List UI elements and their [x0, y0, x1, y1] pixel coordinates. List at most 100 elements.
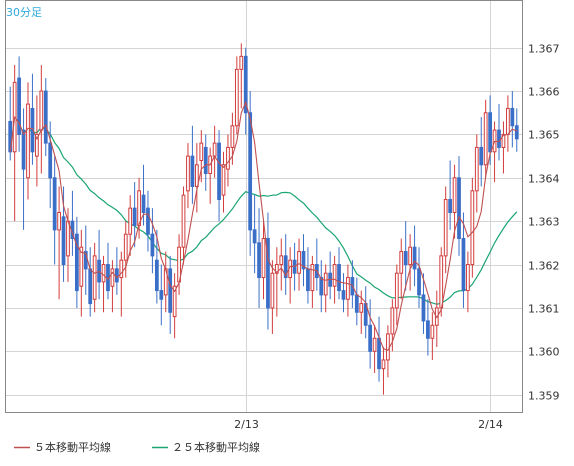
candle-down	[426, 320, 430, 339]
candle-up	[452, 177, 457, 214]
candle-up	[57, 212, 61, 231]
candle-up	[386, 333, 390, 361]
candle-down	[61, 216, 66, 266]
ma25-layer	[9, 115, 518, 305]
candle-up	[408, 246, 413, 266]
candle-down	[403, 251, 408, 266]
ma5-layer	[9, 100, 518, 352]
candle-up	[186, 155, 190, 192]
candle-up	[26, 103, 30, 179]
candle-down	[17, 77, 21, 135]
candle-up	[372, 337, 377, 352]
candle-up	[261, 238, 266, 279]
x-tick-label: 2/13	[234, 418, 259, 431]
candle-up	[212, 142, 217, 157]
candle-up	[194, 164, 199, 187]
candle-down	[412, 246, 417, 270]
candle-down	[154, 259, 159, 292]
candle-up	[470, 190, 475, 266]
ma25-line	[9, 115, 518, 305]
candle-down	[417, 268, 421, 296]
candle-up	[234, 68, 239, 127]
candle-up	[230, 125, 235, 148]
candle-down	[319, 277, 324, 296]
candle-up	[310, 264, 315, 292]
candle-up	[279, 255, 284, 266]
y-tick-label: 1.360	[528, 346, 560, 359]
candle-down	[301, 251, 306, 270]
candle-up	[110, 268, 115, 287]
candle-down	[448, 198, 453, 214]
candle-down	[203, 146, 208, 174]
candle-up	[172, 285, 177, 318]
candle-down	[514, 125, 519, 140]
y-tick-label: 1.366	[528, 86, 560, 99]
ma5-line	[9, 100, 518, 352]
candle-up	[390, 307, 395, 335]
candle-up	[501, 133, 506, 148]
candle-up	[239, 55, 244, 70]
candle-down	[306, 268, 310, 292]
candle-down	[488, 112, 492, 153]
candle-down	[159, 290, 164, 300]
legend-label: ５本移動平均線	[34, 440, 111, 454]
y-tick-label: 1.363	[528, 216, 560, 229]
candle-up	[439, 255, 444, 309]
candle-down	[337, 264, 341, 292]
candle-up	[123, 233, 128, 261]
candle-up	[297, 251, 301, 274]
legend: ５本移動平均線 ２５本移動平均線	[14, 440, 260, 454]
candle-down	[457, 177, 461, 240]
candle-down	[52, 177, 57, 231]
candle-down	[48, 142, 53, 179]
plot-frame	[5, 0, 523, 413]
candle-up	[359, 303, 364, 313]
candle-down	[283, 255, 288, 279]
candle-up	[270, 272, 275, 309]
candle-down	[146, 207, 150, 235]
candle-up	[443, 198, 448, 257]
candle-up	[506, 107, 510, 135]
candle-up	[466, 264, 470, 292]
candle-layer	[8, 43, 519, 395]
candle-down	[132, 207, 137, 227]
y-tick-label: 1.361	[528, 303, 560, 316]
y-tick-label: 1.365	[528, 129, 560, 142]
axis-layer: 1.359 1.360 1.361 1.362 1.363 1.364 1.365 1.366…	[5, 0, 560, 431]
candle-up	[399, 251, 404, 274]
candle-up	[381, 359, 386, 370]
candle-down	[21, 129, 26, 170]
candle-down	[141, 194, 146, 214]
candle-up	[483, 112, 488, 166]
candle-down	[257, 242, 261, 279]
candle-up	[332, 264, 337, 287]
candle-down	[88, 268, 93, 305]
candle-down	[461, 238, 466, 292]
candle-down	[497, 129, 501, 148]
candle-up	[101, 264, 106, 283]
y-tick-label: 1.364	[528, 173, 560, 186]
candle-up	[66, 220, 70, 257]
candle-down	[354, 294, 359, 313]
candle-down	[114, 268, 119, 283]
candle-down	[30, 107, 35, 153]
candle-up	[119, 259, 124, 279]
candle-up	[323, 272, 328, 296]
candle-up	[39, 90, 44, 131]
candle-up	[199, 142, 204, 161]
candle-up	[92, 255, 97, 300]
candle-up	[35, 133, 39, 157]
candle-down	[150, 233, 155, 257]
candle-down	[243, 55, 248, 114]
candle-up	[274, 264, 279, 274]
candle-up	[474, 146, 479, 192]
candle-down	[43, 90, 48, 144]
x-tick-label: 2/14	[478, 418, 503, 431]
candle-down	[510, 107, 515, 127]
candle-up	[226, 146, 230, 170]
candle-up	[137, 190, 141, 227]
candle-down	[266, 238, 270, 309]
